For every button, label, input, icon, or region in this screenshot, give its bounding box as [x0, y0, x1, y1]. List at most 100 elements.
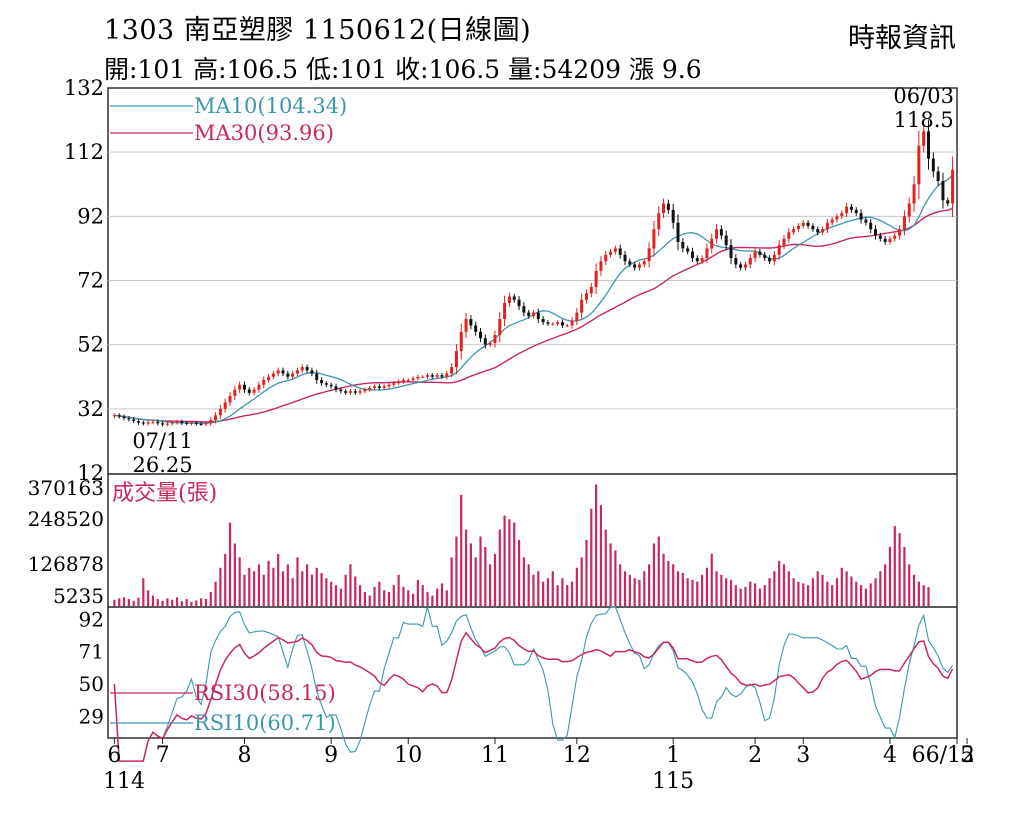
volume-bar [272, 567, 275, 606]
volume-bar [354, 576, 357, 606]
volume-bar [286, 564, 289, 606]
volume-bar [204, 599, 208, 606]
volume-bar [257, 564, 261, 606]
candle-body [363, 389, 367, 392]
candle-body [416, 376, 420, 379]
candle-body [546, 322, 550, 324]
candle-body [368, 387, 372, 390]
volume-bar [185, 599, 188, 606]
candle-body [792, 229, 796, 233]
chart-title: 1303 南亞塑膠 1150612(日線圖) [104, 15, 532, 46]
volume-bar [609, 543, 612, 606]
candle-body [189, 422, 193, 424]
volume-bar [773, 571, 776, 606]
volume-bar [315, 567, 318, 606]
candle-body [209, 420, 213, 424]
candle-body [652, 229, 656, 249]
volume-bar [662, 553, 665, 606]
volume-bar [253, 571, 256, 606]
volume-bar [590, 508, 593, 606]
volume-bar [513, 522, 516, 606]
volume-bar [397, 574, 400, 606]
candle-body [946, 200, 950, 204]
volume-bar [595, 484, 598, 606]
volume-bar [330, 581, 333, 606]
candle-body [421, 376, 425, 378]
candle-body [715, 229, 719, 239]
volume-bar [127, 599, 130, 606]
volume-bar [137, 597, 140, 606]
volume-bar [445, 590, 448, 606]
volume-bar [339, 588, 342, 606]
candle-body [324, 383, 328, 385]
candle-body [758, 251, 762, 255]
candle-body [883, 238, 887, 242]
candle-body [662, 203, 666, 214]
volume-bar [715, 571, 718, 606]
candle-body [739, 264, 743, 268]
candle-body [185, 422, 189, 424]
volume-bar [262, 574, 265, 606]
x-month-label: 10 [394, 743, 422, 768]
x-month-label: 3 [796, 743, 810, 768]
volume-bar [561, 578, 564, 606]
candle-body [267, 376, 271, 380]
volume-bar [301, 571, 304, 606]
volume-bar [219, 567, 222, 606]
candle-body [474, 325, 478, 332]
volume-bar [431, 595, 434, 606]
volume-bar [171, 599, 174, 606]
volume-bar [566, 585, 569, 606]
candle-body [734, 258, 738, 265]
volume-bar [778, 560, 781, 606]
candle-body [315, 373, 319, 380]
candle-body [628, 261, 632, 265]
candle-body [411, 378, 415, 380]
candle-body [835, 216, 839, 220]
candle-body [801, 222, 805, 226]
volume-bar [532, 574, 535, 606]
candle-body [705, 248, 709, 259]
volume-bar [922, 585, 925, 606]
candle-body [426, 375, 430, 377]
volume-bar [811, 578, 814, 606]
candle-body [768, 258, 772, 262]
candle-body [657, 213, 661, 230]
volume-bar [676, 571, 680, 606]
volume-bar [623, 571, 627, 606]
candle-body [127, 418, 131, 420]
candle-body [902, 216, 906, 230]
candle-body [194, 422, 198, 424]
candle-body [623, 254, 627, 262]
low-annotation-date: 07/11 [132, 429, 193, 453]
volume-bar [725, 578, 728, 606]
candle-body [869, 222, 873, 230]
rsi-legend-label: RSI10(60.71) [194, 711, 336, 735]
volume-bar [542, 581, 545, 606]
candle-body [729, 245, 733, 259]
candle-body [498, 319, 502, 336]
volume-bar [739, 588, 742, 606]
volume-bar [440, 583, 444, 606]
volume-bar [806, 585, 810, 606]
candle-body [772, 254, 776, 262]
volume-bar [248, 567, 251, 606]
candle-body [604, 254, 608, 262]
candle-body [281, 370, 285, 374]
price-y-tick-label: 12 [77, 461, 104, 485]
candle-body [406, 379, 410, 381]
candle-body [647, 248, 651, 262]
volume-bar [826, 581, 829, 606]
price-y-tick-label: 132 [64, 76, 104, 100]
volume-bar [585, 540, 588, 606]
candle-body [753, 251, 757, 259]
x-month-label: 2 [748, 743, 762, 768]
candle-body [483, 338, 487, 345]
volume-bar [407, 590, 410, 606]
candle-body [146, 422, 150, 424]
candle-body [507, 296, 511, 303]
volume-bar [493, 553, 497, 606]
candle-body [931, 158, 935, 172]
candle-body [358, 391, 362, 393]
